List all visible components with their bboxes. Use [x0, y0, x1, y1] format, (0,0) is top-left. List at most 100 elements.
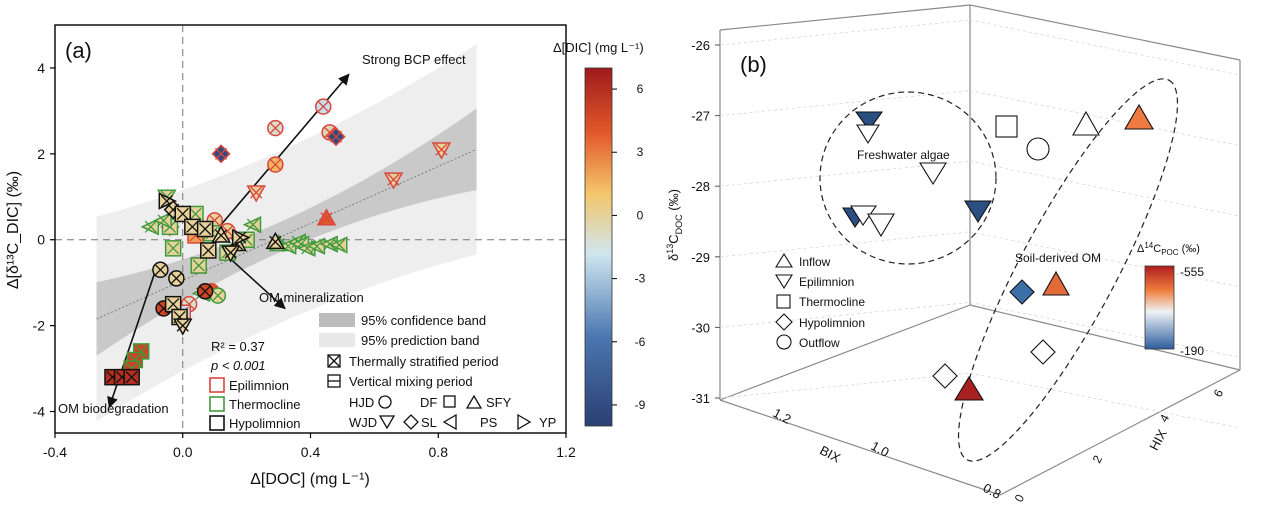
- p-value-label: p < 0.001: [210, 358, 266, 373]
- data-point: [152, 261, 169, 279]
- site-ps-symbol: [442, 413, 457, 431]
- data-point: [153, 211, 172, 230]
- inflow-marker: [1072, 110, 1100, 136]
- data-point: [431, 142, 452, 160]
- epilimnion-marker: [867, 213, 895, 238]
- hix-tick-label: 0: [1012, 492, 1028, 505]
- hix-tick-label: 2: [1090, 453, 1106, 466]
- colorbar-tick-label: -6: [635, 335, 646, 349]
- confidence-band-swatch: [319, 313, 355, 327]
- colorbar: [584, 67, 613, 427]
- data-point: [242, 216, 262, 234]
- site-df-symbol: [443, 395, 456, 408]
- colorbar-b-tick: -190: [1180, 344, 1204, 358]
- gridline: [969, 19, 1241, 76]
- gridline: [969, 160, 1241, 217]
- colorbar-tick-label: -9: [635, 398, 646, 412]
- x-axis-title: Δ[DOC] (mg L⁻¹): [250, 471, 370, 488]
- colorbar-title: Δ[DIC] (mg L⁻¹): [553, 40, 644, 55]
- z-tick-label: -27: [691, 109, 710, 124]
- thermocline-swatch: [209, 396, 225, 412]
- regression-line: [96, 148, 477, 320]
- data-point: [328, 236, 348, 254]
- gridline: [719, 231, 971, 258]
- stratified-period-label: Thermally stratified period: [349, 354, 499, 369]
- freshwater-algae-label: Freshwater algae: [857, 148, 950, 162]
- bix-axis-title: BIX: [817, 442, 843, 465]
- epilimnion-legend-label: Epilimnion: [799, 275, 854, 289]
- hix-axis-title: HIX: [1146, 427, 1170, 453]
- site-yp-label: YP: [539, 415, 556, 430]
- inflow-marker: [1042, 270, 1070, 296]
- outflow-marker: [1026, 137, 1050, 161]
- thermocline-legend-label: Thermocline: [799, 295, 865, 309]
- r2-label: R² = 0.37: [211, 339, 265, 354]
- confidence-band-label: 95% confidence band: [361, 313, 486, 328]
- confidence-band: [96, 108, 477, 356]
- arrow-label: OM mineralization: [259, 290, 364, 305]
- x-tick-label: 0.8: [429, 444, 449, 460]
- gridline: [719, 19, 971, 46]
- site-sl-symbol: [403, 414, 419, 430]
- epilimnion-label: Epilimnion: [229, 378, 289, 393]
- z-tick-label: -26: [691, 38, 710, 53]
- process-arrow: [230, 258, 286, 310]
- bix-tick-label: 1.0: [869, 438, 892, 460]
- z-tick-label: -29: [691, 250, 710, 265]
- data-point: [209, 287, 227, 304]
- site-ps-label: PS: [480, 415, 498, 430]
- 3d-axes-box: [719, 4, 1241, 496]
- site-yp-symbol: [517, 413, 532, 431]
- arrow-label: Strong BCP effect: [362, 52, 466, 67]
- x-tick-label: 0.4: [301, 444, 321, 460]
- site-wjd-label: WJD: [349, 415, 377, 430]
- arrow-label: OM biodegradation: [58, 401, 169, 416]
- data-point: [231, 228, 251, 247]
- bix-tick-label: 0.8: [981, 480, 1004, 502]
- 3d-gridlines: [719, 19, 1241, 429]
- site-sfy-label: SFY: [486, 395, 512, 410]
- hypolimnion-marker: [1009, 279, 1035, 305]
- colorbar-tick-label: 0: [637, 208, 644, 222]
- hix-tick-label: 6: [1211, 387, 1227, 400]
- data-point: [190, 257, 207, 274]
- panel-b-label: (b): [740, 52, 767, 77]
- data-point: [196, 220, 214, 238]
- x-tick-label: 1.2: [556, 444, 576, 460]
- inflow-marker: [954, 375, 984, 401]
- epilimnion-swatch: [209, 377, 225, 393]
- bix-tick-label: 1.2: [771, 405, 794, 427]
- data-point: [306, 237, 326, 255]
- data-point: [383, 172, 404, 190]
- hypolimnion-marker: [1030, 339, 1056, 365]
- hypolimnion-legend-label: Hypolimnion: [799, 316, 865, 330]
- hypolimnion-marker: [932, 363, 958, 389]
- outflow-legend-symbol: [776, 334, 792, 350]
- data-point: [315, 98, 332, 115]
- epilimnion-marker: [854, 111, 884, 131]
- inflow-legend-symbol: [775, 252, 793, 268]
- z-tick-label: -31: [691, 391, 710, 406]
- z-tick-label: -28: [691, 179, 710, 194]
- z-axis-title: δ13CDOC (‰): [665, 189, 684, 261]
- soil-derived-om-label: Soil-derived OM: [1015, 251, 1101, 265]
- prediction-band-swatch: [319, 333, 355, 347]
- panel-a: Strong BCP effect OM mineralization OM bio…: [5, 24, 646, 488]
- stratified-period-symbol: [327, 354, 341, 368]
- data-point: [267, 119, 284, 137]
- mixing-period-symbol: [327, 374, 341, 388]
- colorbar-b: [1144, 265, 1175, 350]
- data-point: [220, 245, 241, 263]
- data-point: [211, 225, 231, 243]
- colorbar-b-tick: -555: [1180, 265, 1204, 279]
- y-tick-label: 4: [37, 60, 45, 76]
- data-point: [246, 185, 266, 203]
- thermocline-label: Thermocline: [229, 397, 301, 412]
- colorbar-tick-label: -3: [635, 272, 646, 286]
- data-point: [172, 318, 193, 336]
- data-point: [164, 240, 182, 257]
- epilimnion-marker: [964, 200, 992, 224]
- hypolimnion-legend-symbol: [775, 313, 793, 331]
- freshwater-algae-cluster: [819, 91, 997, 265]
